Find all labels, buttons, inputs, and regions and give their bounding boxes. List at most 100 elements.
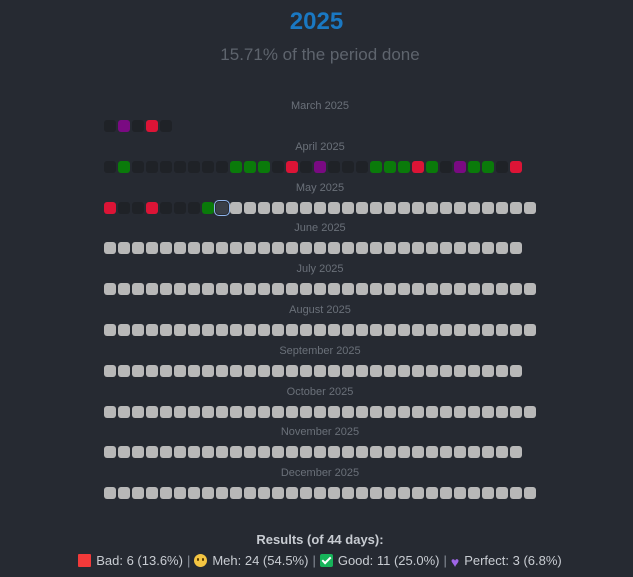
day-cell[interactable] bbox=[454, 161, 466, 173]
day-cell[interactable] bbox=[440, 487, 452, 499]
day-cell[interactable] bbox=[104, 365, 116, 377]
day-cell[interactable] bbox=[104, 487, 116, 499]
day-cell[interactable] bbox=[244, 202, 256, 214]
day-cell[interactable] bbox=[496, 365, 508, 377]
day-cell[interactable] bbox=[118, 120, 130, 132]
day-cell[interactable] bbox=[300, 161, 312, 173]
day-cell[interactable] bbox=[258, 487, 270, 499]
day-cell[interactable] bbox=[104, 161, 116, 173]
day-cell[interactable] bbox=[370, 324, 382, 336]
day-cell[interactable] bbox=[482, 406, 494, 418]
day-cell[interactable] bbox=[328, 324, 340, 336]
day-cell[interactable] bbox=[342, 242, 354, 254]
day-cell[interactable] bbox=[468, 283, 480, 295]
day-cell[interactable] bbox=[300, 487, 312, 499]
day-cell[interactable] bbox=[440, 161, 452, 173]
day-cell[interactable] bbox=[370, 446, 382, 458]
day-cell[interactable] bbox=[202, 487, 214, 499]
day-cell[interactable] bbox=[286, 161, 298, 173]
day-cell[interactable] bbox=[286, 324, 298, 336]
day-cell[interactable] bbox=[146, 446, 158, 458]
day-cell[interactable] bbox=[188, 487, 200, 499]
day-cell[interactable] bbox=[132, 324, 144, 336]
day-cell[interactable] bbox=[258, 202, 270, 214]
day-cell[interactable] bbox=[160, 365, 172, 377]
day-cell[interactable] bbox=[258, 406, 270, 418]
day-cell[interactable] bbox=[468, 324, 480, 336]
day-cell[interactable] bbox=[188, 161, 200, 173]
day-cell[interactable] bbox=[300, 406, 312, 418]
day-cell[interactable] bbox=[426, 487, 438, 499]
day-cell[interactable] bbox=[202, 161, 214, 173]
day-cell[interactable] bbox=[496, 283, 508, 295]
day-cell[interactable] bbox=[468, 365, 480, 377]
day-cell[interactable] bbox=[272, 242, 284, 254]
day-cell[interactable] bbox=[384, 446, 396, 458]
day-cell[interactable] bbox=[216, 283, 228, 295]
day-cell[interactable] bbox=[216, 242, 228, 254]
day-cell[interactable] bbox=[482, 161, 494, 173]
day-cell[interactable] bbox=[160, 487, 172, 499]
day-cell[interactable] bbox=[188, 446, 200, 458]
day-cell[interactable] bbox=[118, 406, 130, 418]
day-cell[interactable] bbox=[202, 202, 214, 214]
day-cell[interactable] bbox=[230, 365, 242, 377]
day-cell[interactable] bbox=[454, 324, 466, 336]
day-cell[interactable] bbox=[384, 365, 396, 377]
day-cell[interactable] bbox=[132, 202, 144, 214]
day-cell[interactable] bbox=[118, 161, 130, 173]
day-cell[interactable] bbox=[370, 365, 382, 377]
day-cell[interactable] bbox=[482, 487, 494, 499]
day-cell[interactable] bbox=[342, 324, 354, 336]
day-cell[interactable] bbox=[174, 365, 186, 377]
day-cell[interactable] bbox=[104, 283, 116, 295]
day-cell[interactable] bbox=[496, 202, 508, 214]
day-cell[interactable] bbox=[370, 202, 382, 214]
day-cell[interactable] bbox=[202, 242, 214, 254]
day-cell[interactable] bbox=[482, 283, 494, 295]
day-cell[interactable] bbox=[356, 283, 368, 295]
day-cell[interactable] bbox=[370, 161, 382, 173]
day-cell[interactable] bbox=[524, 283, 536, 295]
day-cell[interactable] bbox=[426, 406, 438, 418]
day-cell[interactable] bbox=[202, 446, 214, 458]
day-cell[interactable] bbox=[160, 242, 172, 254]
day-cell[interactable] bbox=[510, 283, 522, 295]
day-cell[interactable] bbox=[160, 446, 172, 458]
day-cell[interactable] bbox=[272, 446, 284, 458]
day-cell[interactable] bbox=[384, 406, 396, 418]
day-cell[interactable] bbox=[468, 487, 480, 499]
day-cell[interactable] bbox=[160, 161, 172, 173]
day-cell[interactable] bbox=[202, 365, 214, 377]
day-cell[interactable] bbox=[440, 202, 452, 214]
day-cell[interactable] bbox=[230, 161, 242, 173]
day-cell[interactable] bbox=[496, 446, 508, 458]
day-cell[interactable] bbox=[454, 202, 466, 214]
day-cell[interactable] bbox=[258, 365, 270, 377]
day-cell[interactable] bbox=[454, 406, 466, 418]
day-cell[interactable] bbox=[202, 283, 214, 295]
day-cell[interactable] bbox=[510, 446, 522, 458]
day-cell[interactable] bbox=[412, 242, 424, 254]
day-cell[interactable] bbox=[510, 406, 522, 418]
day-cell[interactable] bbox=[468, 202, 480, 214]
day-cell[interactable] bbox=[244, 406, 256, 418]
day-cell[interactable] bbox=[384, 161, 396, 173]
day-cell[interactable] bbox=[258, 324, 270, 336]
day-cell[interactable] bbox=[132, 365, 144, 377]
day-cell[interactable] bbox=[132, 283, 144, 295]
day-cell[interactable] bbox=[132, 446, 144, 458]
day-cell[interactable] bbox=[370, 242, 382, 254]
day-cell[interactable] bbox=[216, 324, 228, 336]
day-cell[interactable] bbox=[482, 446, 494, 458]
day-cell[interactable] bbox=[510, 202, 522, 214]
day-cell[interactable] bbox=[384, 202, 396, 214]
day-cell[interactable] bbox=[118, 242, 130, 254]
day-cell[interactable] bbox=[482, 324, 494, 336]
day-cell[interactable] bbox=[174, 202, 186, 214]
day-cell[interactable] bbox=[202, 406, 214, 418]
day-cell[interactable] bbox=[118, 202, 130, 214]
day-cell[interactable] bbox=[370, 406, 382, 418]
day-cell[interactable] bbox=[524, 202, 536, 214]
day-cell[interactable] bbox=[440, 365, 452, 377]
